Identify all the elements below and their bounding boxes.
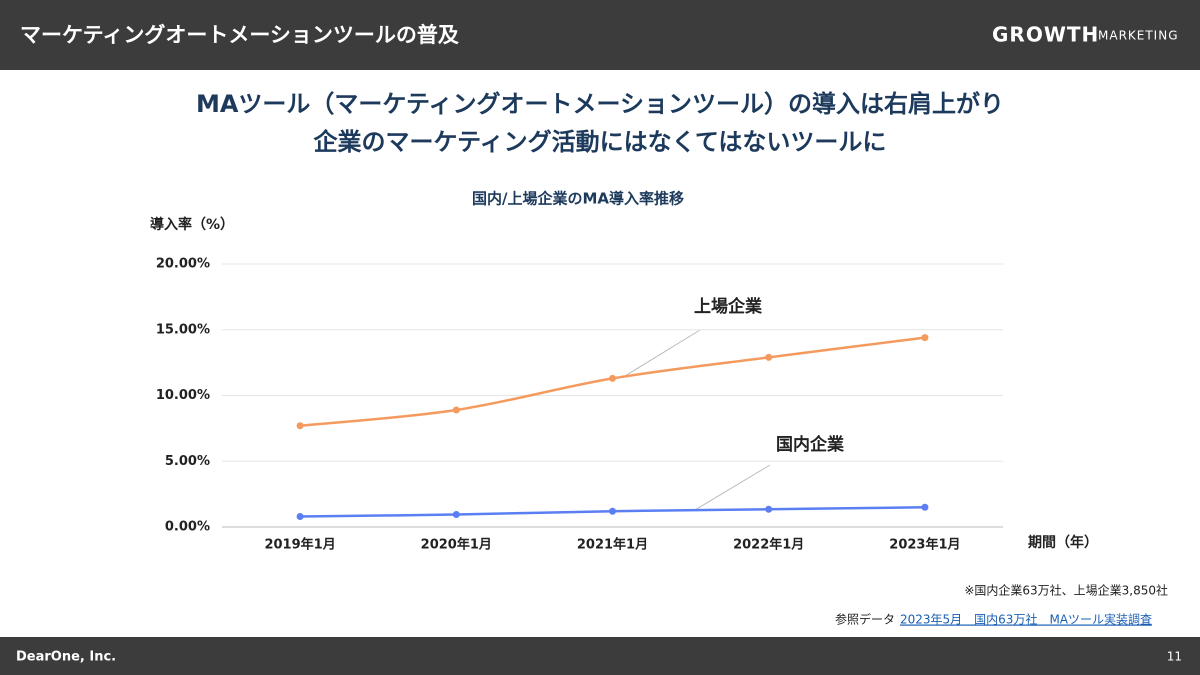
data-point <box>452 406 460 414</box>
data-point <box>452 511 460 519</box>
footer-company: DearOne, Inc. <box>16 650 116 665</box>
source-prefix: 参照データ <box>835 612 895 627</box>
data-point <box>765 353 773 361</box>
header-bar <box>0 0 1200 70</box>
data-point <box>921 334 929 342</box>
series-label: 上場企業 <box>694 296 762 317</box>
headline: 企業のマーケティング活動にはなくてはないツールに <box>314 128 887 156</box>
logo: GROWTH <box>992 23 1099 47</box>
y-tick-label: 15.00% <box>156 322 210 337</box>
y-tick-label: 10.00% <box>156 388 210 403</box>
leader-line <box>624 329 701 377</box>
chart-title: 国内/上場企業のMA導入率推移 <box>472 190 684 208</box>
header-title: マーケティングオートメーションツールの普及 <box>20 23 460 47</box>
data-point <box>609 374 616 382</box>
source-link[interactable]: 2023年5月 国内63万社 MAツール実装調査 <box>900 612 1152 627</box>
x-tick-label: 2020年1月 <box>421 537 492 553</box>
page-number: 11 <box>1167 650 1182 664</box>
footnote: ※国内企業63万社、上場企業3,850社 <box>964 583 1168 598</box>
data-point <box>921 503 929 511</box>
footer-bar <box>0 637 1200 675</box>
series-label: 国内企業 <box>776 434 844 455</box>
x-tick-label: 2022年1月 <box>733 537 804 553</box>
data-point <box>765 505 773 513</box>
y-tick-label: 5.00% <box>165 454 210 469</box>
data-point <box>296 422 304 430</box>
x-tick-label: 2019年1月 <box>264 537 335 553</box>
x-axis-label: 期間（年） <box>1028 534 1098 551</box>
y-axis-label: 導入率（%） <box>150 216 234 233</box>
y-tick-label: 20.00% <box>156 257 210 272</box>
data-point <box>296 512 304 520</box>
logo-sub: MARKETING <box>1098 29 1179 43</box>
leader-line <box>694 464 771 511</box>
y-tick-label: 0.00% <box>165 520 210 535</box>
headline: MAツール（マーケティングオートメーションツール）の導入は右肩上がり <box>196 90 1004 118</box>
x-tick-label: 2023年1月 <box>889 537 960 553</box>
data-point <box>609 507 616 515</box>
x-tick-label: 2021年1月 <box>577 537 648 553</box>
